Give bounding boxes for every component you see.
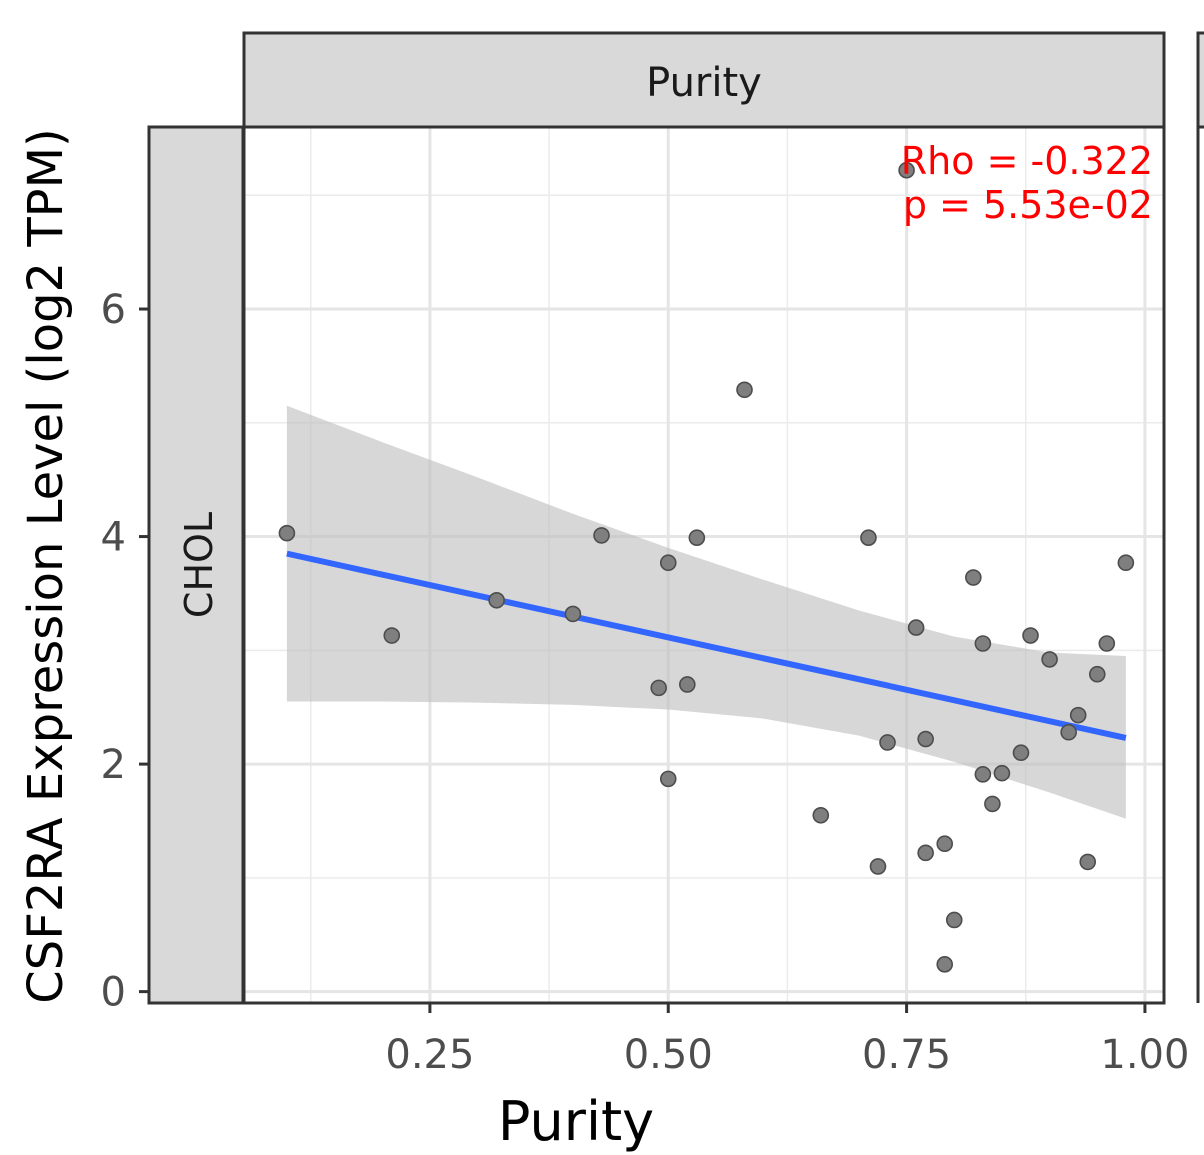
data-point — [659, 770, 677, 788]
data-point — [936, 956, 954, 973]
data-point — [593, 527, 610, 544]
data-point — [1012, 744, 1030, 762]
regression-line — [286, 550, 1127, 741]
y-tick-label: 4 — [101, 515, 126, 561]
p-value-annotation: p = 5.53e-02 — [903, 183, 1153, 227]
data-point — [812, 806, 830, 824]
rho-annotation: Rho = -0.322 — [901, 139, 1153, 183]
y-axis-title: CSF2RA Expression Level (log2 TPM) — [18, 128, 74, 1004]
data-point — [383, 627, 401, 644]
confidence-ribbon-group — [286, 405, 1126, 819]
x-tick-label: 0.25 — [385, 1032, 474, 1078]
points-group — [278, 161, 1135, 973]
facet-side-label: CHOL — [177, 512, 221, 618]
x-tick-label: 0.50 — [624, 1032, 713, 1078]
data-point — [898, 161, 915, 179]
plot-panel-border — [242, 125, 1166, 1005]
data-point — [688, 529, 706, 546]
data-point — [984, 795, 1001, 813]
data-point — [917, 844, 934, 862]
data-point — [650, 679, 668, 697]
data-point — [860, 529, 877, 546]
data-point — [907, 619, 925, 636]
x-axis-title: Purity — [498, 1090, 654, 1153]
data-point — [974, 766, 992, 783]
data-point — [736, 381, 753, 399]
confidence-ribbon — [286, 405, 1126, 819]
data-point — [1088, 665, 1106, 683]
data-point — [679, 676, 696, 693]
data-point — [1022, 627, 1039, 644]
data-point — [879, 734, 896, 751]
data-point — [965, 569, 982, 586]
x-axis-ticks: 0.25 0.50 0.75 1.00 — [385, 1003, 1189, 1078]
data-point — [278, 524, 296, 542]
facet-side-strip — [147, 125, 245, 1005]
data-point — [917, 730, 934, 748]
data-point — [936, 835, 954, 853]
y-tick-label: 2 — [101, 742, 126, 788]
y-tick-label: 0 — [101, 970, 126, 1016]
fit-line-group — [286, 550, 1127, 741]
data-point — [1060, 723, 1077, 741]
data-point — [869, 858, 887, 875]
data-point — [1098, 635, 1116, 652]
x-tick-label: 0.75 — [862, 1032, 951, 1078]
data-point — [1041, 651, 1058, 668]
data-point — [974, 635, 992, 652]
data-point — [1079, 853, 1097, 871]
data-point — [564, 605, 582, 623]
y-tick-label: 6 — [101, 287, 126, 333]
data-point — [659, 554, 677, 572]
facet-top-label: Purity — [646, 60, 762, 106]
data-point — [1069, 706, 1087, 724]
facet-top-strip — [242, 31, 1166, 129]
data-point — [1117, 554, 1135, 572]
next-panel-strip — [1196, 31, 1204, 129]
x-tick-label: 1.00 — [1100, 1032, 1189, 1078]
y-axis-ticks: 0 2 4 6 — [101, 287, 149, 1016]
data-point — [993, 764, 1011, 782]
data-point — [488, 591, 505, 609]
data-point — [945, 911, 963, 929]
